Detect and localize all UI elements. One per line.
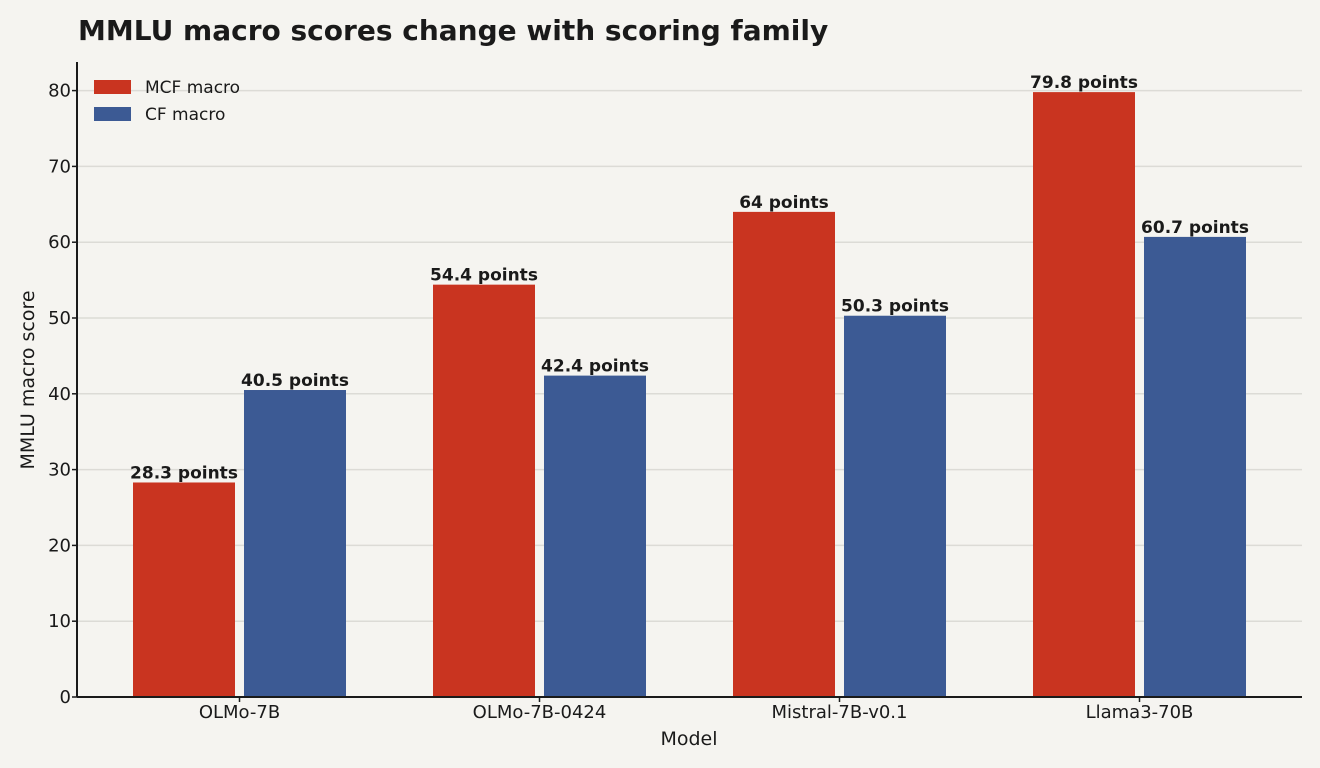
bar-value-label: 50.3 points: [841, 297, 949, 317]
bar-mcf: [733, 211, 835, 697]
y-tick-label: 70: [48, 156, 71, 177]
bar-value-label: 42.4 points: [541, 357, 649, 377]
bar-mcf: [433, 284, 535, 697]
bar-value-label: 79.8 points: [1030, 73, 1138, 93]
x-tick-labels: OLMo-7B OLMo-7B-0424 Mistral-7B-v0.1 Llama3…: [199, 697, 1194, 723]
x-tick-label: Mistral-7B-v0.1: [772, 702, 908, 723]
y-tick-label: 60: [48, 232, 71, 253]
bar-value-label: 54.4 points: [430, 266, 538, 286]
bars: [133, 92, 1246, 698]
y-axis-title: MMLU macro score: [17, 290, 39, 469]
y-tick-label: 40: [48, 384, 71, 405]
bar-value-label: 28.3 points: [130, 463, 238, 483]
bar-cf: [544, 375, 646, 697]
bar-mcf: [1033, 92, 1135, 698]
legend-label: CF macro: [145, 105, 225, 125]
axes: [76, 62, 1302, 698]
bar-mcf: [133, 482, 235, 697]
bar-cf: [1144, 236, 1246, 698]
bar-labels: 28.3 points 54.4 points 64 points 79.8 poin…: [130, 73, 1249, 483]
x-axis-title: Model: [660, 728, 717, 750]
legend-label: MCF macro: [145, 78, 240, 98]
x-tick-label: OLMo-7B-0424: [473, 702, 607, 723]
legend-swatch: [94, 107, 131, 121]
bar-cf: [244, 390, 346, 697]
x-tick-label: Llama3-70B: [1086, 702, 1194, 723]
x-tick-label: OLMo-7B: [199, 702, 280, 723]
y-tick-label: 80: [48, 81, 71, 102]
y-tick-label: 50: [48, 308, 71, 329]
y-tick-labels: 0 10 20 30 40 50 60 70 80: [48, 81, 77, 708]
y-tick-label: 10: [48, 611, 71, 632]
chart-title: MMLU macro scores change with scoring fa…: [78, 14, 828, 47]
bar-value-label: 60.7 points: [1141, 218, 1249, 238]
y-tick-label: 20: [48, 535, 71, 556]
legend-swatch: [94, 80, 131, 94]
bar-cf: [844, 315, 946, 697]
y-tick-label: 0: [60, 687, 71, 708]
legend: MCF macro CF macro: [94, 78, 240, 125]
y-tick-label: 30: [48, 460, 71, 481]
bar-value-label: 64 points: [739, 193, 829, 213]
bar-value-label: 40.5 points: [241, 371, 349, 391]
